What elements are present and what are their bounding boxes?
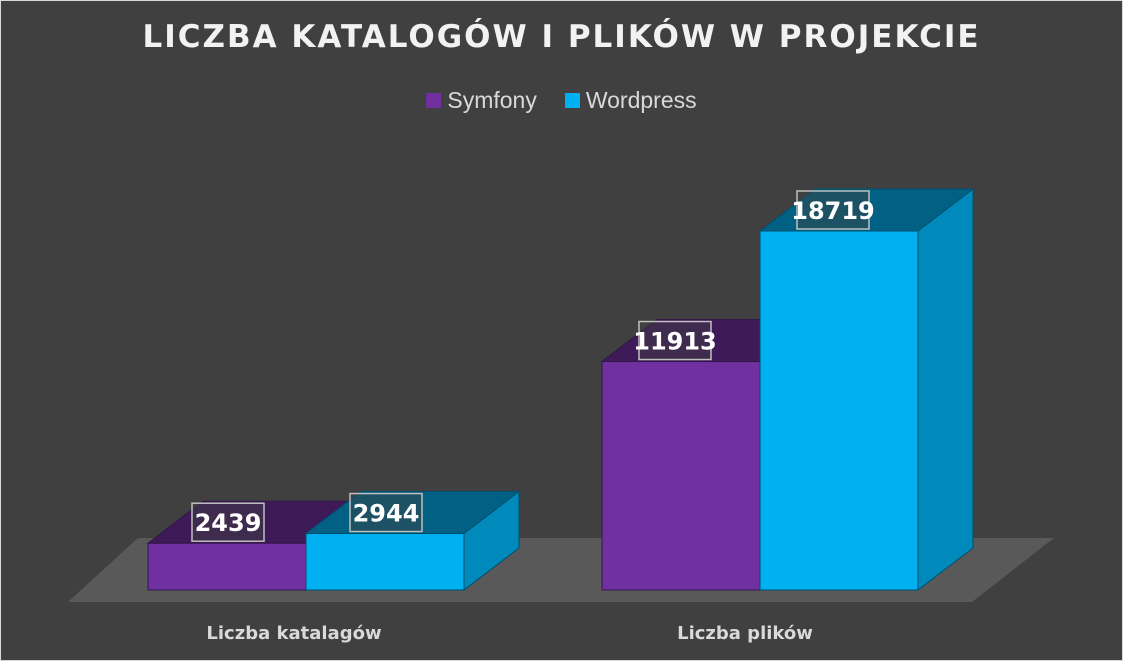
legend-item-wordpress: Wordpress xyxy=(564,87,697,114)
legend-swatch-wordpress xyxy=(564,93,580,108)
category-label-1: Liczba katalagów xyxy=(206,623,381,644)
data-label-2: 2944 xyxy=(353,500,420,528)
legend-label-wordpress: Wordpress xyxy=(585,87,697,113)
legend-label-symfony: Symfony xyxy=(447,87,537,113)
data-label-box-4 xyxy=(796,190,870,230)
legend-item-symfony: Symfony xyxy=(426,87,537,114)
bar-wordpress-1 xyxy=(305,533,465,591)
data-label-1: 2439 xyxy=(195,509,262,537)
data-label-box-1 xyxy=(191,502,265,542)
legend: Symfony Wordpress xyxy=(1,87,1122,114)
bar-symfony-2 xyxy=(601,361,761,591)
bar-wordpress-2-side xyxy=(917,187,974,592)
chart-title: LICZBA KATALOGÓW I PLIKÓW W PROJEKCIE xyxy=(142,19,981,55)
data-label-box-2 xyxy=(349,492,423,533)
bar-wordpress-2 xyxy=(759,230,919,591)
legend-swatch-symfony xyxy=(426,93,442,108)
data-label-box-3 xyxy=(638,320,712,361)
data-label-3: 11913 xyxy=(633,328,717,356)
bar-symfony-1 xyxy=(147,542,307,591)
category-label-2: Liczba plików xyxy=(677,623,813,644)
data-label-4: 18719 xyxy=(791,197,875,225)
